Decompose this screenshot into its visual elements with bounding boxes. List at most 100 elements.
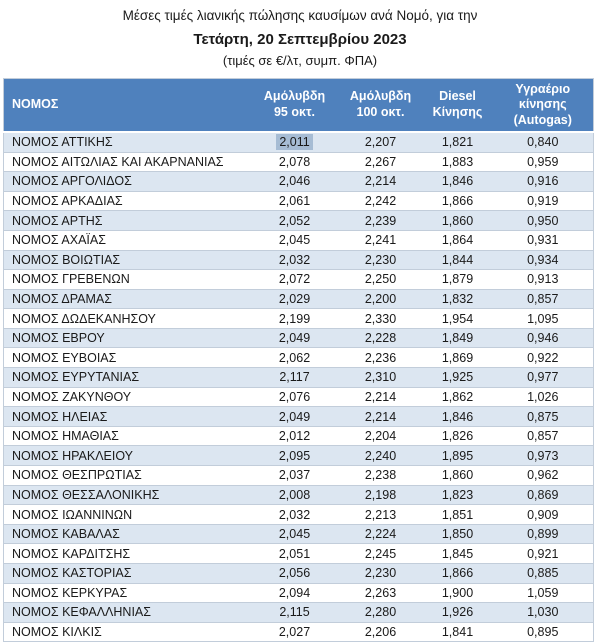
price-unleaded95-cell[interactable]: 2,052 xyxy=(250,210,339,231)
price-autogas-cell[interactable]: 0,885 xyxy=(492,563,594,584)
price-unleaded95-cell[interactable]: 2,199 xyxy=(250,308,339,329)
price-diesel-cell[interactable]: 1,879 xyxy=(422,269,493,290)
price-unleaded100-cell[interactable]: 2,214 xyxy=(338,386,423,407)
price-unleaded100-cell[interactable]: 2,214 xyxy=(338,406,423,427)
price-autogas-cell[interactable]: 0,916 xyxy=(492,171,594,192)
price-unleaded100-cell[interactable]: 2,250 xyxy=(338,269,423,290)
price-unleaded100-cell[interactable]: 2,206 xyxy=(338,621,423,642)
price-diesel-cell[interactable]: 1,823 xyxy=(422,484,493,505)
price-autogas-cell[interactable]: 0,909 xyxy=(492,504,594,525)
price-unleaded95-cell[interactable]: 2,032 xyxy=(250,504,339,525)
price-autogas-cell[interactable]: 0,959 xyxy=(492,151,594,172)
price-unleaded95-cell[interactable]: 2,049 xyxy=(250,327,339,348)
price-autogas-cell[interactable]: 0,950 xyxy=(492,210,594,231)
price-unleaded100-cell[interactable]: 2,198 xyxy=(338,484,423,505)
price-unleaded95-cell[interactable]: 2,027 xyxy=(250,621,339,642)
price-unleaded95-cell[interactable]: 2,011 xyxy=(250,131,339,153)
price-unleaded100-cell[interactable]: 2,200 xyxy=(338,288,423,309)
prefecture-cell[interactable]: ΝΟΜΟΣ ΖΑΚΥΝΘΟΥ xyxy=(3,386,251,407)
price-unleaded95-cell[interactable]: 2,095 xyxy=(250,445,339,466)
prefecture-cell[interactable]: ΝΟΜΟΣ ΑΙΤΩΛΙΑΣ ΚΑΙ ΑΚΑΡΝΑΝΙΑΣ xyxy=(3,151,251,172)
price-diesel-cell[interactable]: 1,866 xyxy=(422,563,493,584)
price-diesel-cell[interactable]: 1,864 xyxy=(422,229,493,250)
price-unleaded95-cell[interactable]: 2,037 xyxy=(250,465,339,486)
price-unleaded100-cell[interactable]: 2,263 xyxy=(338,582,423,603)
price-diesel-cell[interactable]: 1,849 xyxy=(422,327,493,348)
prefecture-cell[interactable]: ΝΟΜΟΣ ΒΟΙΩΤΙΑΣ xyxy=(3,249,251,270)
price-autogas-cell[interactable]: 0,913 xyxy=(492,269,594,290)
price-unleaded95-cell[interactable]: 2,076 xyxy=(250,386,339,407)
price-diesel-cell[interactable]: 1,844 xyxy=(422,249,493,270)
price-unleaded95-cell[interactable]: 2,032 xyxy=(250,249,339,270)
prefecture-cell[interactable]: ΝΟΜΟΣ ΕΒΡΟΥ xyxy=(3,327,251,348)
price-diesel-cell[interactable]: 1,832 xyxy=(422,288,493,309)
price-unleaded100-cell[interactable]: 2,310 xyxy=(338,367,423,388)
price-autogas-cell[interactable]: 0,962 xyxy=(492,465,594,486)
price-unleaded95-cell[interactable]: 2,056 xyxy=(250,563,339,584)
prefecture-cell[interactable]: ΝΟΜΟΣ ΚΙΛΚΙΣ xyxy=(3,621,251,642)
prefecture-cell[interactable]: ΝΟΜΟΣ ΗΡΑΚΛΕΙΟΥ xyxy=(3,445,251,466)
price-unleaded95-cell[interactable]: 2,012 xyxy=(250,425,339,446)
price-unleaded100-cell[interactable]: 2,242 xyxy=(338,190,423,211)
prefecture-cell[interactable]: ΝΟΜΟΣ ΔΩΔΕΚΑΝΗΣΟΥ xyxy=(3,308,251,329)
price-diesel-cell[interactable]: 1,850 xyxy=(422,523,493,544)
price-unleaded95-cell[interactable]: 2,045 xyxy=(250,229,339,250)
prefecture-cell[interactable]: ΝΟΜΟΣ ΘΕΣΠΡΩΤΙΑΣ xyxy=(3,465,251,486)
price-diesel-cell[interactable]: 1,846 xyxy=(422,171,493,192)
price-unleaded100-cell[interactable]: 2,214 xyxy=(338,171,423,192)
price-autogas-cell[interactable]: 0,922 xyxy=(492,347,594,368)
price-autogas-cell[interactable]: 0,857 xyxy=(492,425,594,446)
price-diesel-cell[interactable]: 1,926 xyxy=(422,602,493,623)
price-autogas-cell[interactable]: 0,869 xyxy=(492,484,594,505)
price-diesel-cell[interactable]: 1,862 xyxy=(422,386,493,407)
price-unleaded95-cell[interactable]: 2,117 xyxy=(250,367,339,388)
price-diesel-cell[interactable]: 1,925 xyxy=(422,367,493,388)
price-unleaded100-cell[interactable]: 2,240 xyxy=(338,445,423,466)
price-unleaded95-cell[interactable]: 2,094 xyxy=(250,582,339,603)
prefecture-cell[interactable]: ΝΟΜΟΣ ΗΛΕΙΑΣ xyxy=(3,406,251,427)
price-autogas-cell[interactable]: 0,875 xyxy=(492,406,594,427)
price-unleaded95-cell[interactable]: 2,049 xyxy=(250,406,339,427)
price-autogas-cell[interactable]: 0,977 xyxy=(492,367,594,388)
prefecture-cell[interactable]: ΝΟΜΟΣ ΙΩΑΝΝΙΝΩΝ xyxy=(3,504,251,525)
price-unleaded95-cell[interactable]: 2,061 xyxy=(250,190,339,211)
price-diesel-cell[interactable]: 1,841 xyxy=(422,621,493,642)
price-diesel-cell[interactable]: 1,869 xyxy=(422,347,493,368)
price-diesel-cell[interactable]: 1,883 xyxy=(422,151,493,172)
price-diesel-cell[interactable]: 1,900 xyxy=(422,582,493,603)
price-unleaded95-cell[interactable]: 2,115 xyxy=(250,602,339,623)
price-unleaded95-cell[interactable]: 2,062 xyxy=(250,347,339,368)
price-unleaded100-cell[interactable]: 2,267 xyxy=(338,151,423,172)
price-diesel-cell[interactable]: 1,851 xyxy=(422,504,493,525)
price-unleaded100-cell[interactable]: 2,230 xyxy=(338,249,423,270)
price-unleaded100-cell[interactable]: 2,330 xyxy=(338,308,423,329)
price-autogas-cell[interactable]: 0,921 xyxy=(492,543,594,564)
price-autogas-cell[interactable]: 0,857 xyxy=(492,288,594,309)
price-autogas-cell[interactable]: 0,934 xyxy=(492,249,594,270)
prefecture-cell[interactable]: ΝΟΜΟΣ ΚΕΡΚΥΡΑΣ xyxy=(3,582,251,603)
prefecture-cell[interactable]: ΝΟΜΟΣ ΑΡΤΗΣ xyxy=(3,210,251,231)
price-unleaded100-cell[interactable]: 2,228 xyxy=(338,327,423,348)
price-autogas-cell[interactable]: 1,059 xyxy=(492,582,594,603)
price-unleaded100-cell[interactable]: 2,236 xyxy=(338,347,423,368)
price-unleaded100-cell[interactable]: 2,245 xyxy=(338,543,423,564)
price-unleaded95-cell[interactable]: 2,029 xyxy=(250,288,339,309)
price-diesel-cell[interactable]: 1,954 xyxy=(422,308,493,329)
prefecture-cell[interactable]: ΝΟΜΟΣ ΘΕΣΣΑΛΟΝΙΚΗΣ xyxy=(3,484,251,505)
price-diesel-cell[interactable]: 1,846 xyxy=(422,406,493,427)
price-diesel-cell[interactable]: 1,895 xyxy=(422,445,493,466)
price-unleaded100-cell[interactable]: 2,207 xyxy=(338,131,423,153)
price-autogas-cell[interactable]: 0,946 xyxy=(492,327,594,348)
price-unleaded100-cell[interactable]: 2,239 xyxy=(338,210,423,231)
price-autogas-cell[interactable]: 0,973 xyxy=(492,445,594,466)
prefecture-cell[interactable]: ΝΟΜΟΣ ΚΕΦΑΛΛΗΝΙΑΣ xyxy=(3,602,251,623)
prefecture-cell[interactable]: ΝΟΜΟΣ ΕΥΡΥΤΑΝΙΑΣ xyxy=(3,367,251,388)
prefecture-cell[interactable]: ΝΟΜΟΣ ΑΤΤΙΚΗΣ xyxy=(3,131,251,153)
price-unleaded100-cell[interactable]: 2,224 xyxy=(338,523,423,544)
price-diesel-cell[interactable]: 1,826 xyxy=(422,425,493,446)
selected-cell-text[interactable]: 2,011 xyxy=(276,134,313,151)
prefecture-cell[interactable]: ΝΟΜΟΣ ΔΡΑΜΑΣ xyxy=(3,288,251,309)
price-autogas-cell[interactable]: 1,095 xyxy=(492,308,594,329)
price-unleaded100-cell[interactable]: 2,238 xyxy=(338,465,423,486)
price-diesel-cell[interactable]: 1,860 xyxy=(422,465,493,486)
